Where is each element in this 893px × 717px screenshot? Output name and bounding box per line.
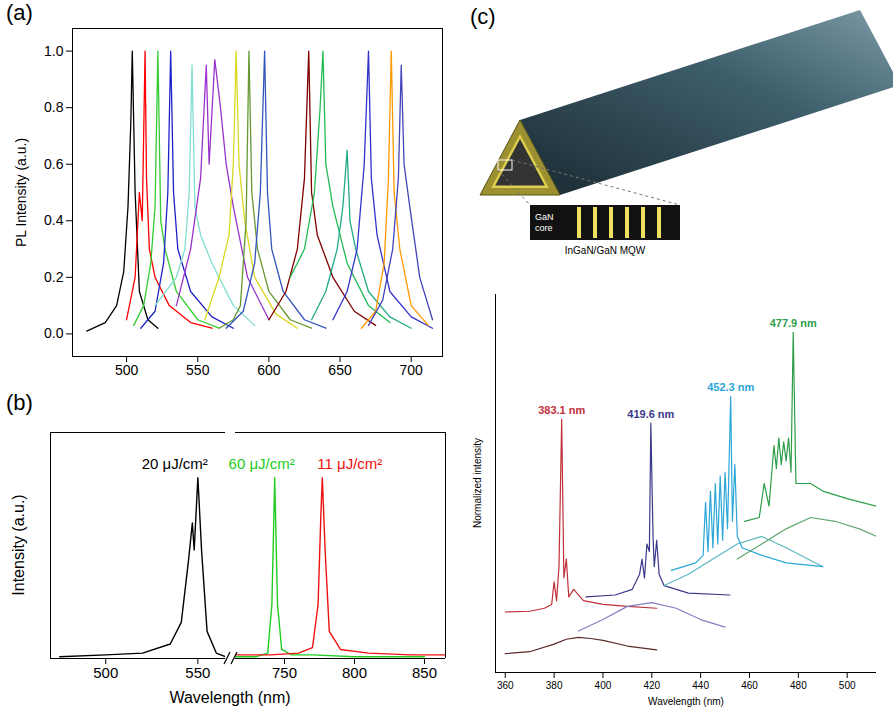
svg-text:20 μJ/cm²: 20 μJ/cm²	[142, 455, 208, 472]
svg-text:PL Intensity (a.u.): PL Intensity (a.u.)	[13, 138, 29, 247]
svg-text:Wavelength (nm): Wavelength (nm)	[648, 696, 724, 707]
svg-text:60 μJ/cm²: 60 μJ/cm²	[229, 455, 295, 472]
svg-text:0.6: 0.6	[44, 156, 64, 172]
svg-text:800: 800	[342, 664, 367, 681]
svg-text:700: 700	[400, 362, 424, 378]
html-text:Wavelength (nm): Wavelength (nm)	[169, 689, 291, 706]
svg-text:GaNcore: GaNcore	[535, 212, 554, 233]
svg-text:380: 380	[546, 680, 563, 691]
svg-text:600: 600	[257, 362, 281, 378]
html-text:(b): (b)	[6, 390, 33, 415]
svg-text:Normalized intensity: Normalized intensity	[472, 438, 483, 528]
svg-text:InGaN/GaN MQW: InGaN/GaN MQW	[565, 245, 646, 256]
svg-text:480: 480	[790, 680, 807, 691]
svg-text:500: 500	[839, 680, 856, 691]
svg-text:0.0: 0.0	[44, 325, 64, 341]
svg-text:650: 650	[328, 362, 352, 378]
svg-text:0.8: 0.8	[44, 99, 64, 115]
svg-text:420: 420	[643, 680, 660, 691]
svg-text:477.9 nm: 477.9 nm	[770, 317, 817, 329]
svg-text:550: 550	[185, 664, 210, 681]
svg-text:850: 850	[412, 664, 437, 681]
svg-text:440: 440	[692, 680, 709, 691]
svg-text:460: 460	[741, 680, 758, 691]
svg-text:0.2: 0.2	[44, 269, 64, 285]
svg-text:452.3 nm: 452.3 nm	[707, 381, 754, 393]
svg-text:383.1 nm: 383.1 nm	[538, 404, 585, 416]
svg-text:11 μJ/cm²: 11 μJ/cm²	[317, 455, 382, 472]
svg-text:0.4: 0.4	[44, 212, 64, 228]
html-text:(a): (a)	[6, 0, 33, 25]
svg-text:750: 750	[272, 664, 297, 681]
svg-text:500: 500	[115, 362, 139, 378]
svg-text:550: 550	[186, 362, 210, 378]
svg-text:419.6 nm: 419.6 nm	[627, 408, 674, 420]
svg-text:400: 400	[595, 680, 612, 691]
svg-text:Intensity (a.u.): Intensity (a.u.)	[10, 494, 27, 595]
svg-text:360: 360	[497, 680, 514, 691]
svg-text:1.0: 1.0	[44, 43, 64, 59]
svg-text:(c): (c)	[470, 4, 496, 29]
svg-text:500: 500	[93, 664, 118, 681]
